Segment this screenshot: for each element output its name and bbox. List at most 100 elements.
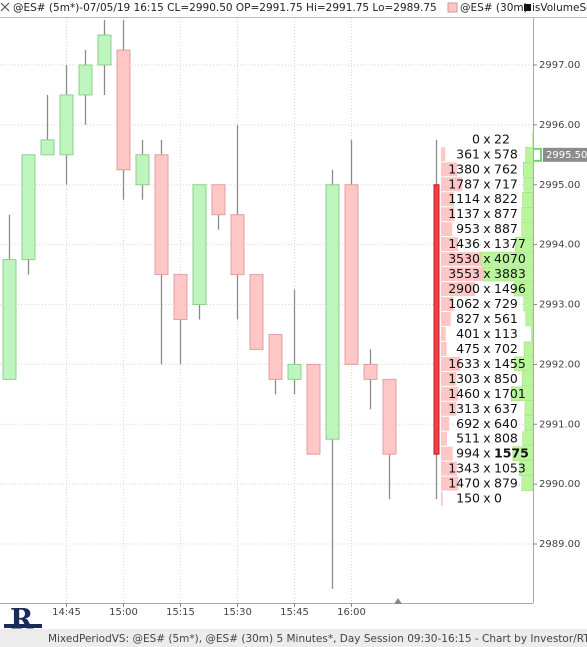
- bid-label: 1787: [448, 176, 480, 191]
- bid-label: 2900: [448, 281, 480, 296]
- header-text: @ES# (5m*)-07/05/19 16:15 CL=2990.50 OP=…: [13, 2, 437, 14]
- ask-label: 561: [494, 311, 518, 326]
- separator: x: [483, 221, 490, 236]
- ask-bar: [511, 386, 534, 402]
- ask-bar: [525, 147, 534, 162]
- ask-label: 113: [494, 326, 518, 341]
- x-tick-label: 15:15: [166, 607, 195, 618]
- bid-bar: [441, 476, 459, 491]
- ask-bar: [521, 206, 534, 222]
- separator: x: [483, 401, 490, 416]
- bid-bar: [441, 311, 451, 326]
- ask-label: 887: [494, 221, 518, 236]
- x-tick-label: 14:45: [52, 607, 81, 618]
- ask-label: 3883: [494, 266, 526, 281]
- bid-label: 827: [456, 311, 480, 326]
- separator: x: [483, 416, 490, 431]
- bid-bar: [441, 341, 447, 356]
- x-tick-label: 15:30: [223, 607, 252, 618]
- candle-body: [78, 64, 93, 96]
- separator: x: [483, 386, 490, 401]
- ask-bar: [512, 446, 534, 461]
- ask-label: 762: [494, 161, 518, 176]
- candle-body: [40, 139, 55, 156]
- bid-bar: [441, 461, 457, 476]
- ask-label: 640: [494, 416, 518, 431]
- logo-bar: [4, 624, 42, 628]
- header-bar: [0, 0, 587, 17]
- candle-body: [249, 274, 264, 350]
- ask-bar: [521, 371, 534, 387]
- bid-label: 1114: [448, 191, 480, 206]
- separator: x: [483, 356, 490, 371]
- status-bar: [0, 629, 587, 647]
- separator: x: [483, 161, 490, 176]
- bid-label: 1460: [448, 386, 480, 401]
- bid-label: 692: [456, 416, 480, 431]
- separator: x: [483, 311, 490, 326]
- ask-bar: [480, 251, 534, 267]
- separator: x: [483, 146, 490, 161]
- bid-label: 3530: [448, 251, 480, 266]
- bid-label: 1343: [448, 461, 480, 476]
- separator: x: [483, 281, 490, 296]
- bid-bar: [441, 267, 483, 282]
- y-tick-label: 2997.00: [539, 60, 580, 71]
- bid-label: 1380: [448, 161, 480, 176]
- candle-body: [363, 363, 378, 380]
- separator: x: [483, 446, 490, 461]
- ask-bar: [523, 177, 534, 192]
- x-tick-label: 15:00: [109, 607, 138, 618]
- header-text: isVolumeSc: [532, 2, 587, 14]
- bid-bar: [441, 371, 457, 386]
- ask-label: 4070: [494, 251, 526, 266]
- candle-body: [192, 184, 207, 306]
- bid-bar: [441, 326, 446, 341]
- candle-body: [135, 154, 150, 186]
- ask-label: 1575: [494, 446, 529, 461]
- y-tick-label: 2991.00: [539, 419, 580, 430]
- ask-bar: [524, 401, 534, 417]
- candle-body: [344, 184, 359, 365]
- ask-label: 877: [494, 206, 518, 221]
- separator: x: [483, 191, 490, 206]
- ask-label: 808: [494, 431, 518, 446]
- bid-label: 361: [456, 146, 480, 161]
- candle-body: [154, 154, 169, 276]
- ask-bar: [523, 162, 534, 177]
- bid-bar: [441, 282, 476, 297]
- bid-label: 3553: [448, 266, 480, 281]
- bid-bar: [441, 416, 450, 431]
- candle-body: [382, 378, 397, 455]
- y-tick-label: 2994.00: [539, 240, 580, 251]
- ask-bar: [523, 341, 534, 357]
- bid-label: 953: [456, 221, 480, 236]
- candle-body: [173, 274, 188, 320]
- bid-bar: [441, 297, 454, 311]
- x-tick-label: 16:00: [337, 607, 366, 618]
- header-text: @ES# (30m): [460, 2, 528, 14]
- ask-bar: [531, 326, 534, 342]
- ask-bar: [513, 281, 534, 297]
- separator: x: [483, 341, 490, 356]
- y-tick-label: 2992.00: [539, 359, 580, 370]
- bid-bar: [441, 177, 463, 192]
- ask-label: 0: [494, 491, 502, 506]
- legend-swatch: [447, 2, 458, 13]
- separator: x: [483, 251, 490, 266]
- ask-label: 1377: [494, 236, 526, 251]
- bid-bar: [441, 207, 455, 222]
- bid-label: 475: [456, 341, 480, 356]
- x-tick-label: 15:45: [280, 607, 309, 618]
- bid-bar: [441, 356, 461, 371]
- close-icon[interactable]: [0, 2, 10, 12]
- bid-bar: [441, 431, 448, 446]
- bid-label: 1062: [448, 296, 480, 311]
- separator: x: [483, 476, 490, 491]
- ask-label: 1455: [494, 356, 526, 371]
- bid-bar: [441, 162, 458, 177]
- ask-label: 822: [494, 191, 518, 206]
- bid-bar: [441, 386, 459, 401]
- ask-bar: [514, 356, 534, 372]
